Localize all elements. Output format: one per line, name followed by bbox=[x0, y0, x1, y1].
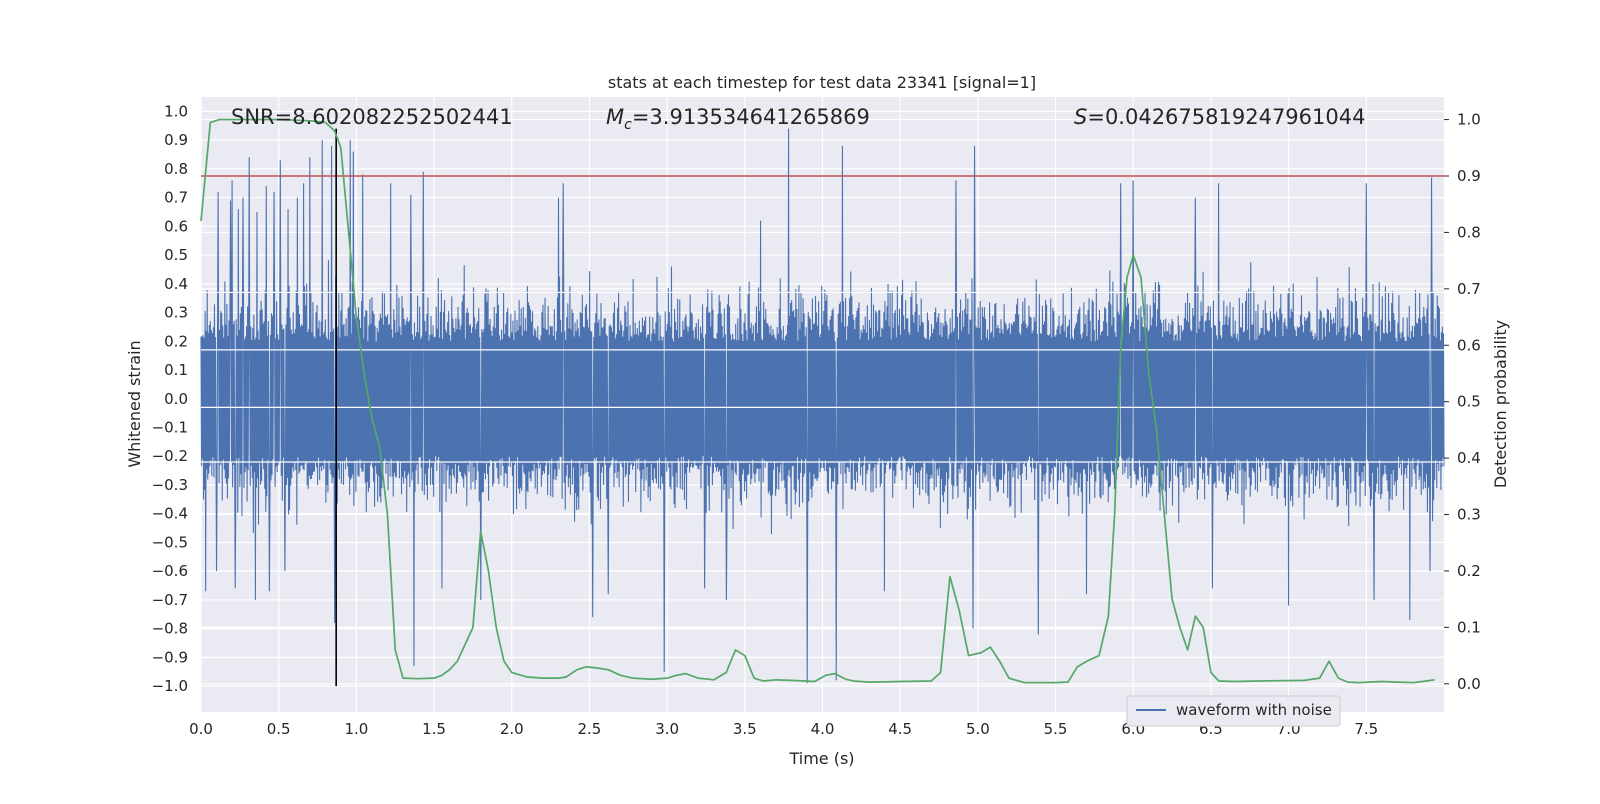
y-tick-label: −0.9 bbox=[152, 648, 188, 666]
y-tick-label: −0.4 bbox=[152, 505, 188, 523]
y-tick-label: −0.1 bbox=[152, 418, 188, 436]
x-tick-label: 5.5 bbox=[1044, 720, 1068, 738]
right-y-tick-label: 0.8 bbox=[1457, 223, 1481, 241]
x-tick-label: 1.0 bbox=[344, 720, 368, 738]
left-y-axis-ticks: −1.0 −0.9 −0.8 −0.7 −0.6 −0.5 −0.4 −0.3 −0.2 −0.1… bbox=[152, 102, 188, 695]
right-y-tick-label: 0.3 bbox=[1457, 506, 1481, 524]
y-tick-label: −0.7 bbox=[152, 591, 188, 609]
y-tick-label: 0.8 bbox=[164, 160, 188, 178]
chirp-mass-symbol: M bbox=[606, 105, 624, 129]
y-tick-label: 0.3 bbox=[164, 304, 188, 322]
legend[interactable]: waveform with noise bbox=[1127, 696, 1340, 726]
y-tick-label: 1.0 bbox=[164, 102, 188, 120]
y-tick-label: −0.5 bbox=[152, 533, 188, 551]
x-tick-label: 1.5 bbox=[422, 720, 446, 738]
right-y-tick-label: 0.7 bbox=[1457, 280, 1481, 298]
chirp-mass-value: =3.913534641265869 bbox=[632, 105, 870, 129]
x-tick-label: 3.0 bbox=[655, 720, 679, 738]
y-tick-label: 0.2 bbox=[164, 332, 188, 350]
y-tick-label: 0.6 bbox=[164, 217, 188, 235]
y-tick-label: 0.7 bbox=[164, 189, 188, 207]
y-tick-label: 0.4 bbox=[164, 275, 188, 293]
chirp-mass-annotation: Mc=3.913534641265869 bbox=[606, 105, 870, 133]
snr-annotation: SNR=8.602082252502441 bbox=[231, 105, 513, 129]
x-tick-label: 7.5 bbox=[1354, 720, 1378, 738]
chart-title: stats at each timestep for test data 233… bbox=[608, 73, 1036, 92]
x-tick-label: 2.5 bbox=[578, 720, 602, 738]
y-tick-label: 0.1 bbox=[164, 361, 188, 379]
s-value: =0.042675819247961044 bbox=[1087, 105, 1365, 129]
right-y-tick-label: 0.1 bbox=[1457, 618, 1481, 636]
y-tick-label: 0.9 bbox=[164, 131, 188, 149]
x-axis-label: Time (s) bbox=[788, 749, 854, 768]
s-annotation: S=0.042675819247961044 bbox=[1074, 105, 1365, 129]
y-tick-label: −0.6 bbox=[152, 562, 188, 580]
right-y-tick-label: 0.4 bbox=[1457, 449, 1481, 467]
y-tick-label: −0.3 bbox=[152, 476, 188, 494]
x-tick-label: 3.5 bbox=[733, 720, 757, 738]
s-symbol: S bbox=[1074, 105, 1087, 129]
y-tick-label: −0.2 bbox=[152, 447, 188, 465]
right-y-tick-label: 0.2 bbox=[1457, 562, 1481, 580]
y-tick-label: 0.5 bbox=[164, 246, 188, 264]
x-tick-label: 4.0 bbox=[811, 720, 835, 738]
y-tick-label: −0.8 bbox=[152, 620, 188, 638]
right-y-tick-label: 1.0 bbox=[1457, 111, 1481, 129]
right-y-tick-label: 0.9 bbox=[1457, 167, 1481, 185]
legend-label-waveform: waveform with noise bbox=[1176, 701, 1332, 719]
left-y-axis-label: Whitened strain bbox=[125, 340, 144, 467]
y-tick-label: 0.0 bbox=[164, 390, 188, 408]
right-y-tick-label: 0.0 bbox=[1457, 675, 1481, 693]
x-tick-label: 5.0 bbox=[966, 720, 990, 738]
right-y-axis-label: Detection probability bbox=[1491, 320, 1510, 488]
y-tick-label: −1.0 bbox=[152, 677, 188, 695]
x-tick-label: 0.5 bbox=[267, 720, 291, 738]
x-tick-label: 2.0 bbox=[500, 720, 524, 738]
right-y-tick-label: 0.5 bbox=[1457, 393, 1481, 411]
right-y-axis-ticks: 0.0 0.1 0.2 0.3 0.4 0.5 0.6 0.7 0.8 0.9 1.0 bbox=[1444, 111, 1481, 693]
right-y-tick-label: 0.6 bbox=[1457, 336, 1481, 354]
x-tick-label: 0.0 bbox=[189, 720, 213, 738]
x-tick-label: 4.5 bbox=[888, 720, 912, 738]
